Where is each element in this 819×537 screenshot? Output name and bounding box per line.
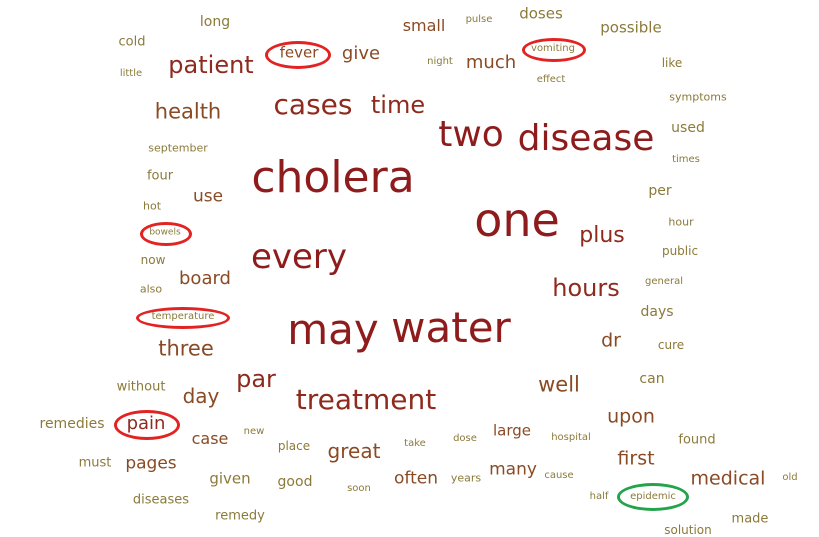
word-possible: possible <box>600 18 662 37</box>
word-much: much <box>465 52 517 73</box>
word-fever: fever <box>279 43 319 62</box>
word-used: used <box>671 120 705 136</box>
word-bowels: bowels <box>149 227 181 238</box>
word-public: public <box>661 244 699 258</box>
word-cases: cases <box>273 88 353 121</box>
word-medical: medical <box>690 467 766 490</box>
word-dose: dose <box>453 433 477 444</box>
word-many: many <box>489 459 537 480</box>
word-case: case <box>191 429 229 448</box>
word-soon: soon <box>347 483 371 494</box>
word-great: great <box>327 439 381 463</box>
word-long: long <box>199 14 231 30</box>
word-like: like <box>661 56 683 70</box>
word-day: day <box>182 384 220 408</box>
word-must: must <box>78 455 112 471</box>
word-per: per <box>648 183 672 199</box>
word-symptoms: symptoms <box>669 90 727 104</box>
word-health: health <box>154 99 222 124</box>
word-every: every <box>250 237 348 277</box>
word-temperature: temperature <box>151 311 215 322</box>
word-cure: cure <box>657 338 685 352</box>
word-cold: cold <box>118 34 146 50</box>
word-remedies: remedies <box>39 416 105 432</box>
word-half: half <box>589 491 609 502</box>
word-treatment: treatment <box>295 383 437 416</box>
word-take: take <box>404 438 426 449</box>
word-use: use <box>192 186 224 207</box>
word-time: time <box>370 91 426 119</box>
word-now: now <box>140 253 166 267</box>
word-may: may <box>287 305 379 354</box>
word-pain: pain <box>126 413 166 434</box>
word-found: found <box>678 432 716 448</box>
word-large: large <box>492 421 532 440</box>
word-three: three <box>158 336 214 361</box>
word-hospital: hospital <box>551 432 591 443</box>
word-days: days <box>640 304 674 320</box>
word-september: september <box>148 141 208 155</box>
word-effect: effect <box>536 74 566 85</box>
word-without: without <box>116 379 166 395</box>
word-doses: doses <box>519 4 563 23</box>
word-patient: patient <box>168 51 254 79</box>
word-hot: hot <box>142 199 162 213</box>
word-made: made <box>731 511 769 527</box>
word-board: board <box>179 268 231 289</box>
word-hours: hours <box>552 274 620 302</box>
word-small: small <box>402 16 446 35</box>
word-often: often <box>394 468 438 489</box>
word-good: good <box>277 474 313 490</box>
word-plus: plus <box>579 223 625 248</box>
word-cholera: cholera <box>251 152 415 203</box>
word-well: well <box>538 372 580 397</box>
word-also: also <box>139 282 163 296</box>
word-new: new <box>243 426 265 437</box>
word-water: water <box>391 303 511 352</box>
word-years: years <box>450 471 482 485</box>
word-solution: solution <box>664 523 712 537</box>
word-disease: disease <box>517 118 655 159</box>
word-place: place <box>277 439 311 453</box>
word-cause: cause <box>544 470 574 481</box>
word-remedy: remedy <box>215 508 265 524</box>
word-pulse: pulse <box>465 14 493 25</box>
word-epidemic: epidemic <box>630 491 676 502</box>
word-par: par <box>236 365 276 393</box>
word-vomiting: vomiting <box>531 43 575 54</box>
word-old: old <box>782 472 798 483</box>
word-four: four <box>146 168 174 184</box>
word-upon: upon <box>607 405 655 428</box>
word-pages: pages <box>125 453 177 474</box>
word-give: give <box>341 43 381 64</box>
word-one: one <box>474 193 560 247</box>
word-little: little <box>119 68 143 79</box>
word-first: first <box>617 447 655 470</box>
word-diseases: diseases <box>132 492 190 508</box>
word-given: given <box>209 469 251 488</box>
word-two: two <box>438 114 504 155</box>
word-general: general <box>644 276 684 287</box>
word-night: night <box>427 56 453 67</box>
word-can: can <box>639 371 665 387</box>
word-hour: hour <box>668 215 694 229</box>
word-times: times <box>672 154 700 165</box>
word-dr: dr <box>601 329 621 352</box>
